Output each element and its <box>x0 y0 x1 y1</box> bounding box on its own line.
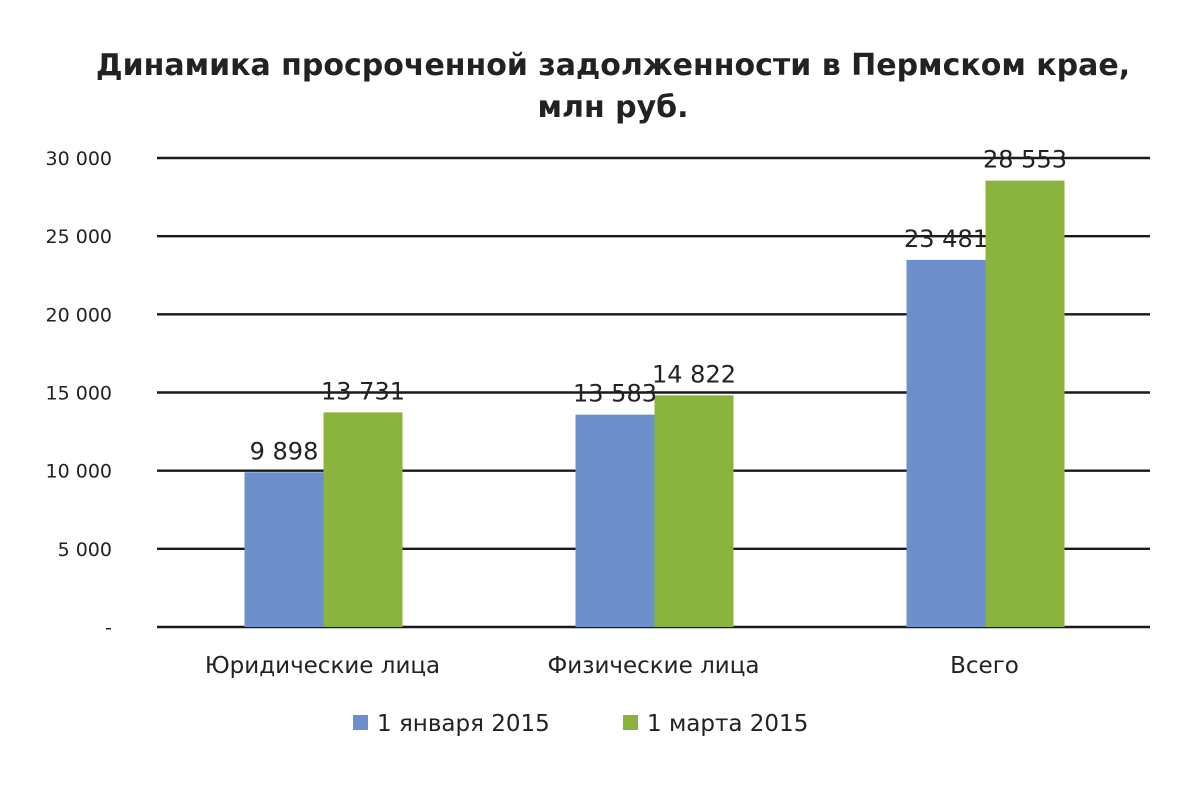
legend-label-1: 1 января 2015 <box>377 711 550 737</box>
bar-1-2 <box>575 414 655 627</box>
y-tick-label-6: 30 000 <box>46 148 112 170</box>
y-tick-label-2: 10 000 <box>46 461 112 483</box>
y-tick-label-0: - <box>105 617 112 639</box>
data-label-2-2: 14 822 <box>652 360 736 388</box>
category-label-1: Юридические лица <box>205 653 440 679</box>
chart-title: Динамика просроченной задолженности в Пе… <box>96 48 1130 125</box>
x-axis-category-labels: Юридические лица Физические лица Всего <box>205 653 1019 679</box>
bar-2-2 <box>654 395 734 627</box>
y-tick-label-5: 25 000 <box>46 226 112 248</box>
y-axis-tick-labels: - 5 000 10 000 15 000 20 000 25 000 30 000 <box>46 148 112 639</box>
category-label-2: Физические лица <box>547 653 759 679</box>
legend-swatch-1 <box>353 715 368 730</box>
data-label-2-1: 13 731 <box>321 377 405 405</box>
bar-2-1 <box>323 412 403 627</box>
legend-swatch-2 <box>623 715 638 730</box>
category-label-3: Всего <box>950 653 1019 679</box>
chart-title-line-1: Динамика просроченной задолженности в Пе… <box>96 48 1130 83</box>
data-label-1-1: 9 898 <box>250 437 319 465</box>
bar-2-3 <box>985 180 1065 627</box>
legend: 1 января 2015 1 марта 2015 <box>353 711 808 737</box>
data-label-1-3: 23 481 <box>904 225 988 253</box>
chart-title-line-2: млн руб. <box>537 90 688 125</box>
legend-label-2: 1 марта 2015 <box>647 711 808 737</box>
y-tick-label-1: 5 000 <box>58 539 112 561</box>
bars <box>244 180 1065 627</box>
y-tick-label-3: 15 000 <box>46 383 112 405</box>
data-label-2-3: 28 553 <box>983 146 1067 174</box>
bar-1-1 <box>244 472 324 627</box>
data-label-1-2: 13 583 <box>573 380 657 408</box>
y-tick-label-4: 20 000 <box>46 304 112 326</box>
bar-1-3 <box>906 259 986 627</box>
